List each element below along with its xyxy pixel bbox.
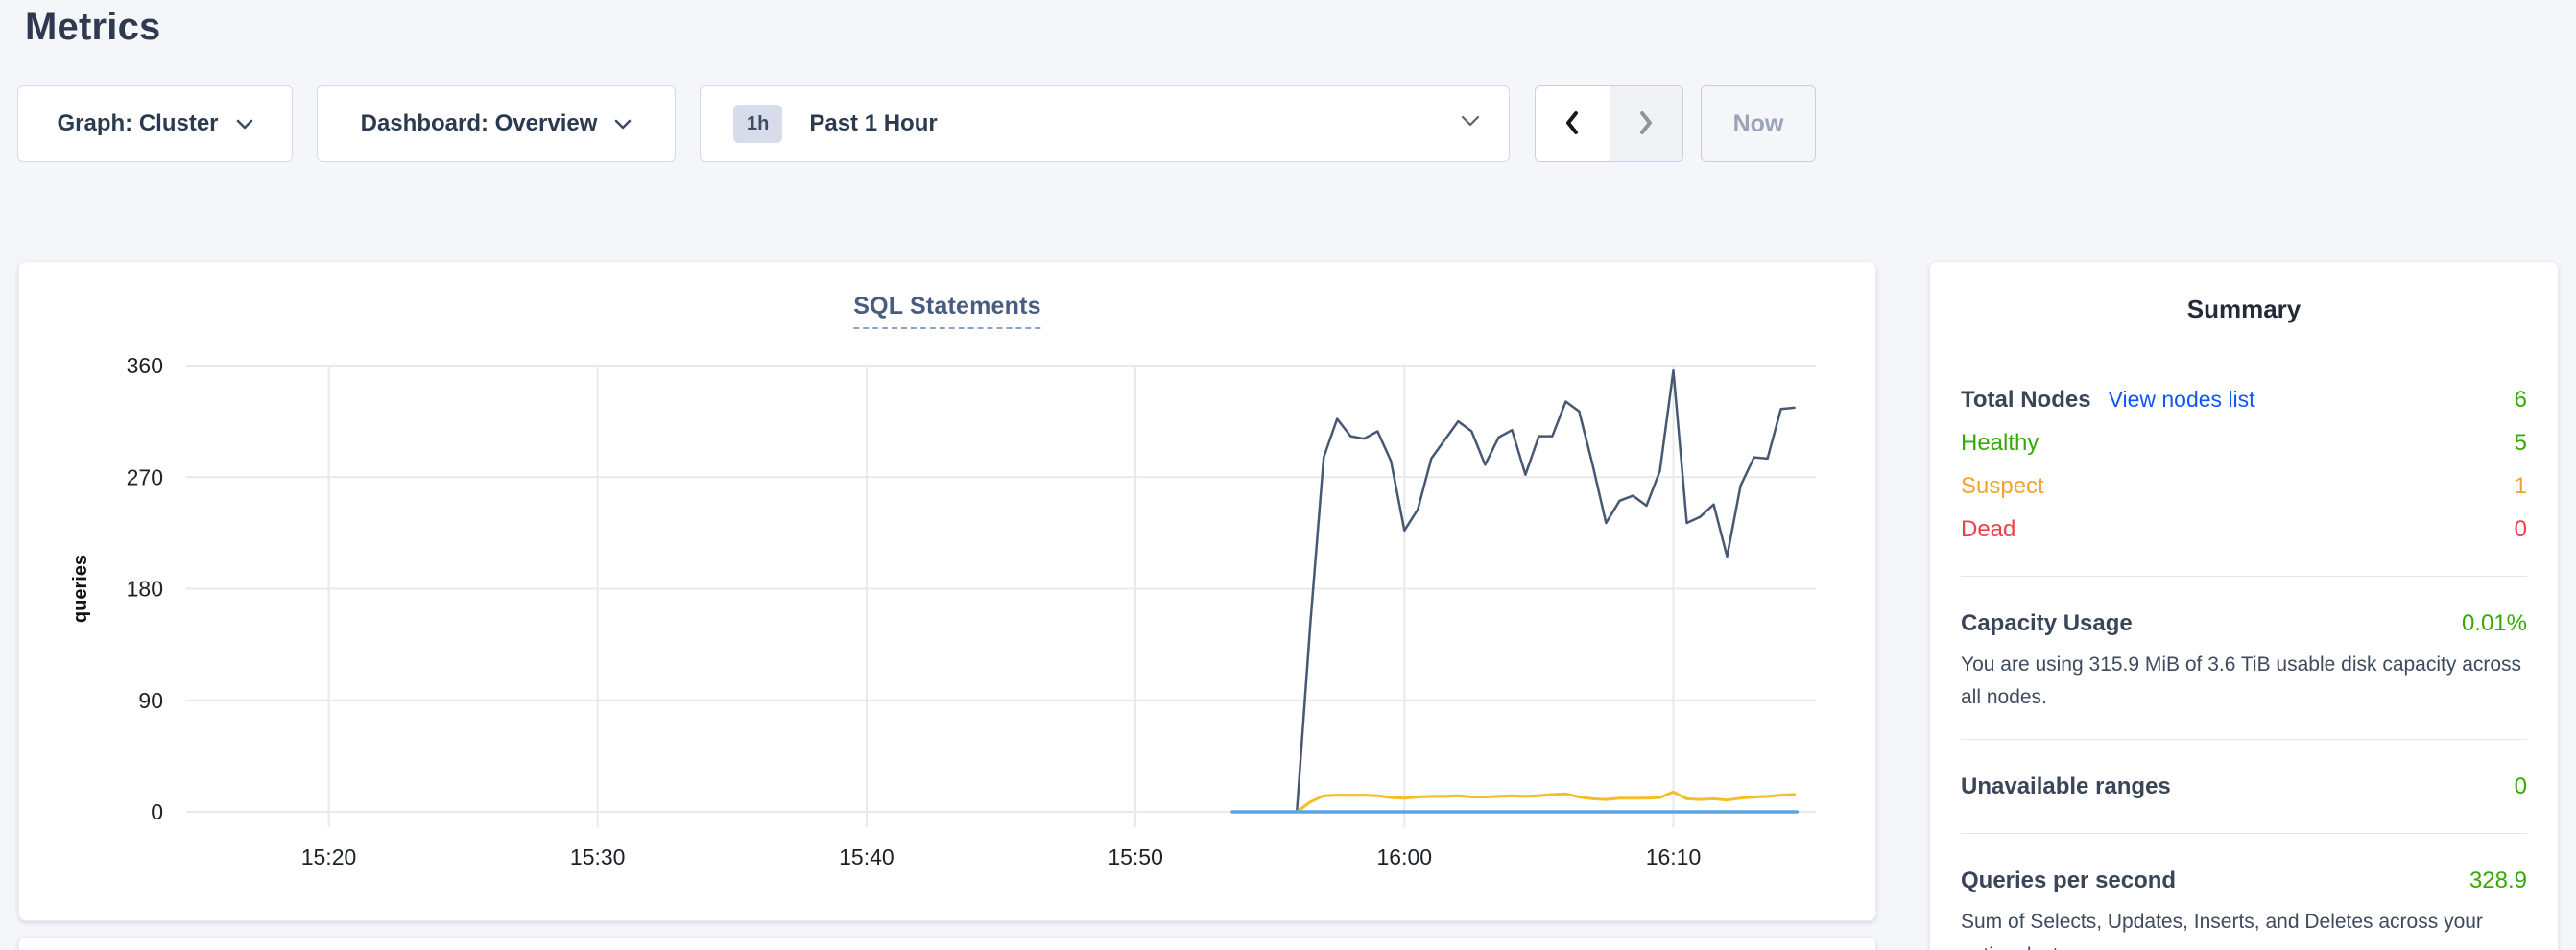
divider xyxy=(1961,576,2527,577)
dead-label: Dead xyxy=(1961,515,2016,542)
y-tick-label: 90 xyxy=(138,688,163,713)
queries-per-second-caption: Sum of Selects, Updates, Inserts, and De… xyxy=(1961,911,2483,950)
dashboard-dropdown-label: Dashboard: Overview xyxy=(360,110,598,136)
x-tick-label: 15:50 xyxy=(1108,844,1163,869)
capacity-usage-row: Capacity Usage 0.01% xyxy=(1961,602,2527,645)
y-tick-label: 180 xyxy=(127,577,163,602)
healthy-nodes-row: Healthy 5 xyxy=(1961,421,2527,464)
total-nodes-label: Total Nodes xyxy=(1961,386,2091,413)
y-tick-label: 360 xyxy=(127,353,163,378)
capacity-usage-caption: You are using 315.9 MiB of 3.6 TiB usabl… xyxy=(1961,653,2522,709)
capacity-usage-label: Capacity Usage xyxy=(1961,609,2133,636)
chevron-down-icon xyxy=(614,110,632,137)
page-title: Metrics xyxy=(25,6,161,48)
time-range-badge: 1h xyxy=(733,105,783,143)
total-nodes-value: 6 xyxy=(2514,386,2527,413)
y-tick-label: 270 xyxy=(127,464,163,489)
now-button[interactable]: Now xyxy=(1701,85,1816,162)
chevron-right-icon xyxy=(1635,108,1657,140)
x-tick-label: 15:30 xyxy=(570,844,626,869)
dead-value: 0 xyxy=(2514,515,2527,542)
next-chart-panel xyxy=(18,937,1876,950)
next-time-button[interactable] xyxy=(1609,86,1682,161)
dashboard-dropdown[interactable]: Dashboard: Overview xyxy=(317,85,676,162)
chevron-down-icon xyxy=(236,110,253,137)
x-tick-label: 15:20 xyxy=(301,844,357,869)
yellow-line xyxy=(1295,790,1797,814)
chart-title[interactable]: SQL Statements xyxy=(853,293,1041,329)
x-tick-label: 16:10 xyxy=(1646,844,1702,869)
prev-time-button[interactable] xyxy=(1536,86,1610,161)
sql-statements-chart-panel: SQL Statements 0 90 180 270 360 15:20 15:30 15:… xyxy=(18,261,1876,921)
unavailable-ranges-row: Unavailable ranges 0 xyxy=(1961,765,2527,808)
unavailable-ranges-label: Unavailable ranges xyxy=(1961,772,2171,799)
queries-per-second-label: Queries per second xyxy=(1961,867,2177,893)
chevron-down-icon xyxy=(1461,115,1480,132)
suspect-value: 1 xyxy=(2514,472,2527,499)
time-range-label: Past 1 Hour xyxy=(809,110,938,136)
capacity-usage-value: 0.01% xyxy=(2461,609,2527,636)
y-axis-label: queries xyxy=(70,555,91,623)
healthy-label: Healthy xyxy=(1961,429,2039,456)
navy-line xyxy=(1295,368,1796,814)
graph-dropdown-label: Graph: Cluster xyxy=(57,110,219,136)
total-nodes-row: Total Nodes View nodes list 6 xyxy=(1961,378,2527,421)
unavailable-ranges-value: 0 xyxy=(2514,772,2527,799)
suspect-nodes-row: Suspect 1 xyxy=(1961,464,2527,508)
dead-nodes-row: Dead 0 xyxy=(1961,508,2527,551)
x-tick-label: 15:40 xyxy=(839,844,894,869)
sql-statements-chart[interactable]: 0 90 180 270 360 15:20 15:30 15:40 15:50 16:00 16:… xyxy=(19,262,1877,922)
divider xyxy=(1961,833,2527,835)
time-range-picker[interactable]: 1h Past 1 Hour xyxy=(700,85,1510,162)
graph-dropdown[interactable]: Graph: Cluster xyxy=(17,85,293,162)
x-tick-label: 16:00 xyxy=(1377,844,1433,869)
summary-panel: Summary Total Nodes View nodes list 6 He… xyxy=(1929,261,2559,950)
time-step-pager xyxy=(1535,85,1683,162)
suspect-label: Suspect xyxy=(1961,472,2044,499)
summary-title: Summary xyxy=(2186,295,2302,323)
y-tick-label: 0 xyxy=(151,799,163,824)
view-nodes-list-link[interactable]: View nodes list xyxy=(2108,387,2255,412)
divider xyxy=(1961,739,2527,741)
queries-per-second-row: Queries per second 328.9 xyxy=(1961,859,2527,902)
queries-per-second-value: 328.9 xyxy=(2469,867,2527,893)
chevron-left-icon xyxy=(1562,108,1583,140)
healthy-value: 5 xyxy=(2514,429,2527,456)
